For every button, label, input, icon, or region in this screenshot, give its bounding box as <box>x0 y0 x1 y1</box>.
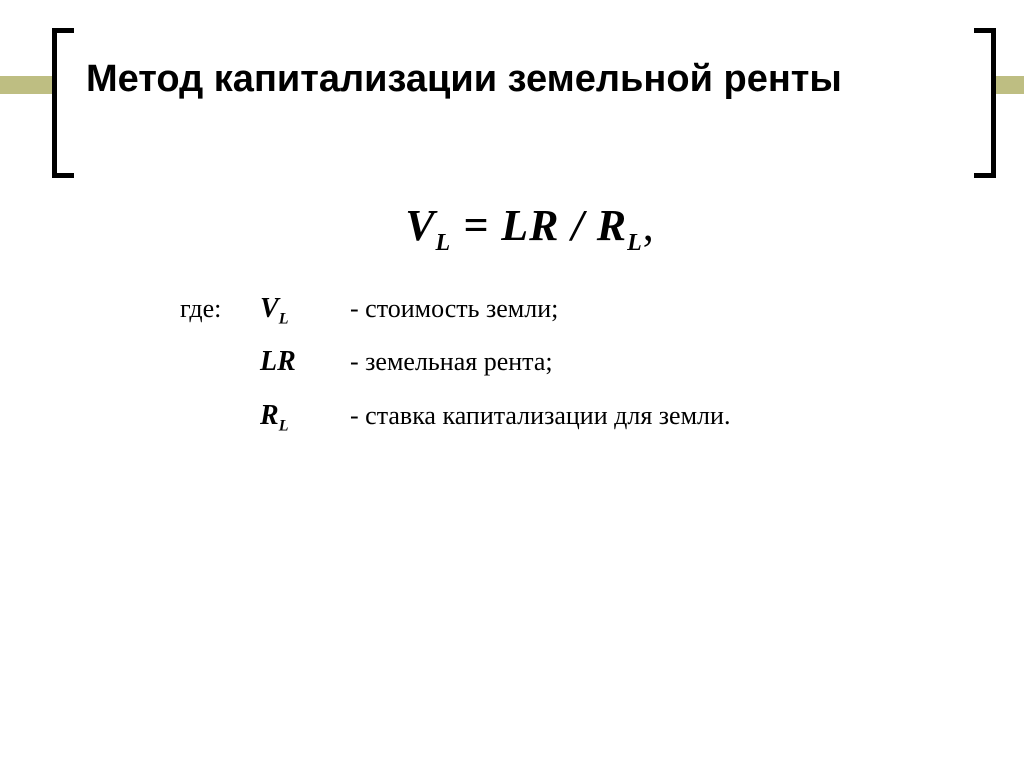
legend-sym-2: RL <box>260 400 350 436</box>
legend-sym-2-sub: L <box>279 418 289 435</box>
legend-sym-0-sub: L <box>279 310 289 327</box>
legend: где: VL - стоимость земли; LR - земельна… <box>180 293 880 436</box>
legend-sym-0: VL <box>260 293 350 329</box>
content-area: VL = LR / RL, где: VL - стоимость земли;… <box>180 200 880 436</box>
legend-desc-1: - земельная рента; <box>350 347 880 377</box>
formula-slash: / <box>560 201 597 250</box>
formula-eq: = <box>451 201 501 250</box>
legend-desc-0: - стоимость земли; <box>350 294 880 324</box>
title-row: Метод капитализации земельной ренты <box>0 58 1024 106</box>
bracket-right-icon <box>972 58 996 106</box>
accent-bar-right <box>996 76 1024 94</box>
formula-rhs-b-sub: L <box>627 230 643 256</box>
bracket-left-icon <box>52 58 76 106</box>
formula-lhs-sub: L <box>436 230 452 256</box>
legend-sym-0-main: V <box>260 293 279 324</box>
formula-tail: , <box>643 201 655 250</box>
legend-sym-1-main: LR <box>260 346 296 377</box>
legend-where: где: <box>180 294 260 324</box>
legend-sym-1: LR <box>260 346 350 382</box>
formula-rhs-a: LR <box>501 201 559 250</box>
slide-title: Метод капитализации земельной ренты <box>76 58 972 106</box>
slide: Метод капитализации земельной ренты VL =… <box>0 0 1024 767</box>
legend-desc-2: - ставка капитализации для земли. <box>350 401 880 431</box>
formula: VL = LR / RL, <box>180 200 880 257</box>
legend-sym-2-main: R <box>260 400 279 431</box>
formula-rhs-b-main: R <box>597 201 627 250</box>
formula-lhs-main: V <box>405 201 435 250</box>
accent-bar-left <box>0 76 52 94</box>
